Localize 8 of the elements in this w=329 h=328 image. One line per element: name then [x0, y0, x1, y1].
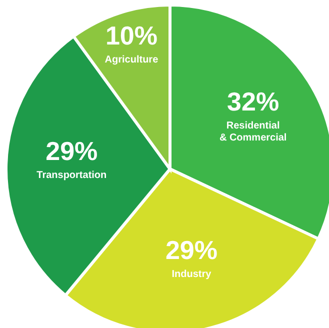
- slice-label: Transportation: [36, 170, 107, 181]
- slice-label: Agriculture: [104, 54, 159, 66]
- data-label: 29%: [165, 235, 218, 266]
- data-label: 32%: [227, 86, 280, 116]
- slice-label: Residential & Commercial: [219, 120, 287, 144]
- data-label: 10%: [105, 20, 158, 50]
- data-label: 29%: [46, 136, 98, 166]
- slice-label: Industry: [172, 269, 212, 280]
